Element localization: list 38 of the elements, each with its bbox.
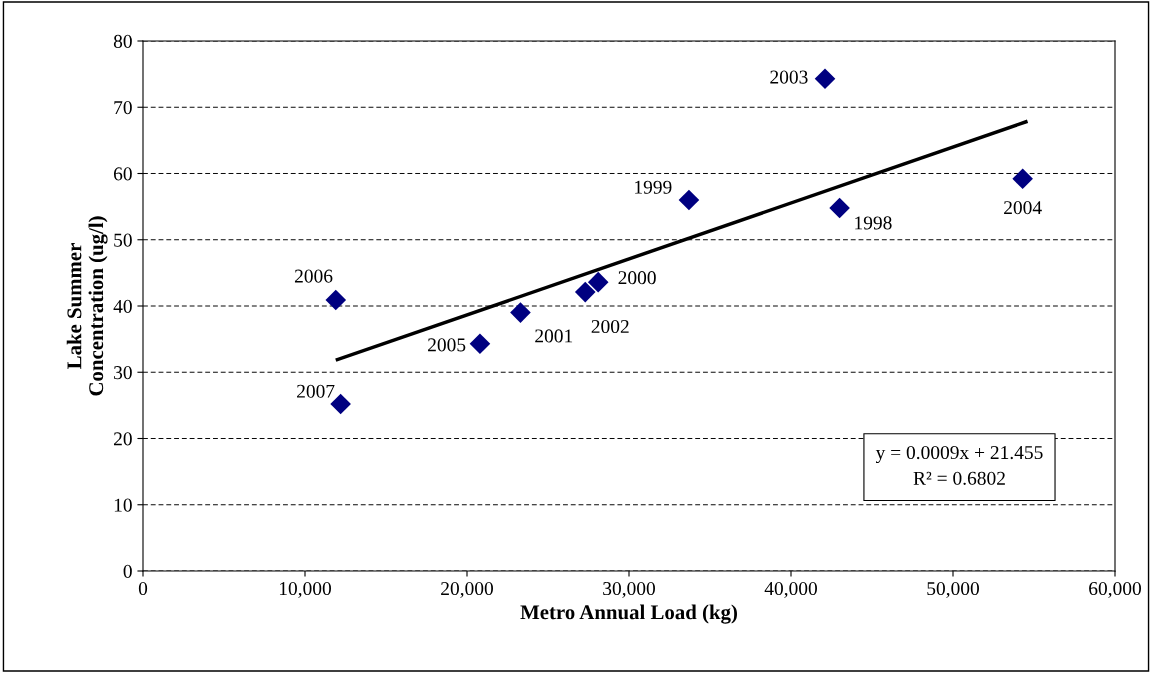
- annotation: 2005: [428, 338, 466, 352]
- annotation: 2004: [1004, 201, 1042, 215]
- y-tick-label: 20: [113, 432, 132, 446]
- annotation: 1998: [855, 216, 892, 230]
- point: [814, 68, 836, 90]
- y-tick-label: 80: [113, 34, 132, 48]
- annotation: 2001: [535, 329, 573, 343]
- x-tick-label: 0: [138, 581, 148, 596]
- annotation: 1999: [635, 180, 672, 194]
- y-axis-title: Lake Summer Concentration (ug/l): [66, 216, 108, 396]
- y-tick-label: 60: [113, 167, 132, 181]
- x-tick-label: 30,000: [603, 581, 655, 598]
- x-tick-label: 20,000: [441, 581, 493, 598]
- point: [587, 271, 609, 293]
- point: [574, 281, 596, 303]
- annotation: y = 0.0009x + 21.455 R² = 0.6802: [875, 445, 1043, 485]
- x-tick-label: 60,000: [1089, 581, 1141, 598]
- y-tick-label: 70: [114, 101, 132, 115]
- point: [829, 197, 850, 219]
- annotation: 2003: [770, 70, 808, 84]
- y-tick-label: 10: [114, 498, 132, 512]
- y-tick-label: 0: [123, 564, 132, 578]
- annotation: 2006: [294, 269, 333, 283]
- point: [510, 302, 531, 323]
- annotation: 2000: [618, 271, 656, 285]
- x-tick-label: 40,000: [764, 581, 817, 598]
- annotation: 2002: [591, 319, 629, 334]
- y-tick-label: 30: [114, 366, 132, 380]
- point: [678, 189, 700, 211]
- annotation: 2007: [297, 384, 335, 398]
- x-tick-label: 50,000: [927, 581, 979, 598]
- point: [1012, 168, 1033, 190]
- point: [469, 333, 491, 355]
- y-tick-label: 50: [114, 233, 132, 247]
- point: [325, 289, 347, 311]
- x-axis-title: Metro Annual Load (kg): [520, 604, 737, 624]
- y-tick-label: 40: [113, 299, 132, 313]
- x-tick-label: 10,000: [279, 581, 331, 598]
